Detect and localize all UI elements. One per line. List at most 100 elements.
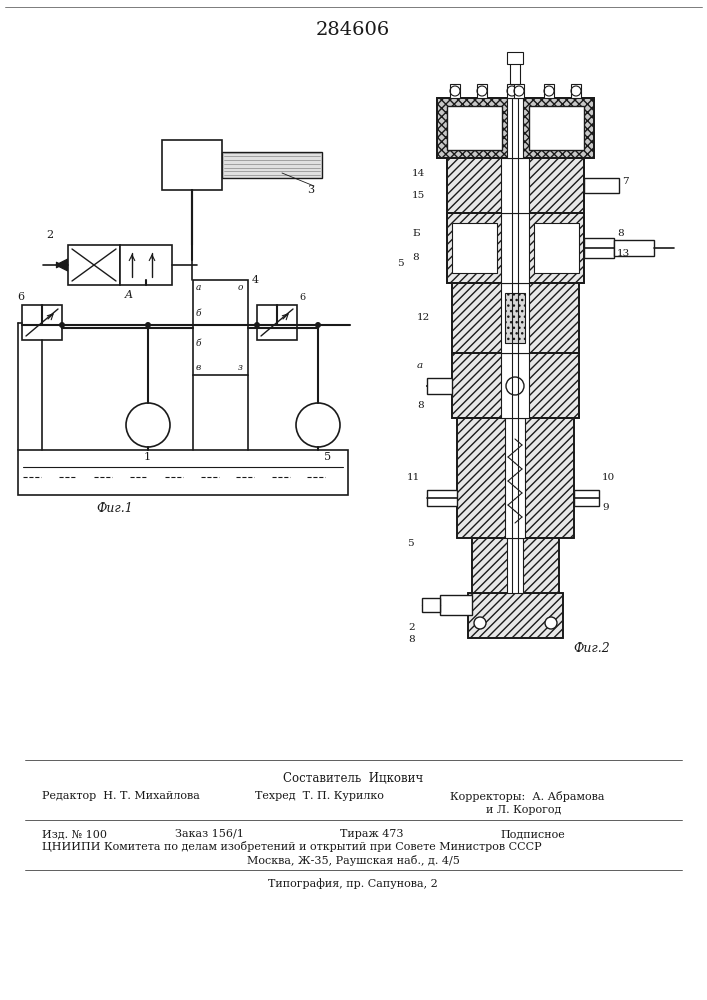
- Text: 7: 7: [622, 176, 629, 186]
- Bar: [450, 84, 460, 98]
- Text: 284606: 284606: [316, 21, 390, 39]
- Bar: [68, 245, 120, 285]
- Text: 8: 8: [417, 401, 423, 410]
- Circle shape: [59, 322, 65, 328]
- Bar: [477, 84, 487, 98]
- Bar: [120, 245, 172, 285]
- Text: 14: 14: [412, 169, 425, 178]
- Text: o: o: [238, 284, 243, 292]
- Polygon shape: [136, 417, 160, 433]
- Text: 10: 10: [602, 474, 615, 483]
- Text: 8: 8: [408, 636, 414, 645]
- Text: Изд. № 100: Изд. № 100: [42, 829, 107, 839]
- Text: Составитель  Ицкович: Составитель Ицкович: [283, 772, 423, 784]
- Bar: [472, 538, 559, 593]
- Circle shape: [126, 403, 170, 447]
- Circle shape: [545, 617, 557, 629]
- Text: Техред  Т. П. Курилко: Техред Т. П. Курилко: [255, 791, 384, 801]
- Bar: [534, 223, 579, 273]
- Bar: [507, 84, 517, 98]
- Text: 5: 5: [397, 258, 404, 267]
- Text: Типография, пр. Сапунова, 2: Типография, пр. Сапунова, 2: [268, 879, 438, 889]
- Bar: [571, 84, 581, 98]
- Text: 8: 8: [617, 229, 624, 237]
- Bar: [437, 98, 594, 158]
- Bar: [584, 238, 614, 258]
- Text: в: в: [196, 362, 201, 371]
- Text: Фиг.1: Фиг.1: [97, 502, 134, 514]
- Bar: [447, 158, 584, 213]
- Bar: [452, 283, 579, 353]
- Text: ЦНИИПИ Комитета по делам изобретений и открытий при Совете Министров СССР: ЦНИИПИ Комитета по делам изобретений и о…: [42, 842, 542, 852]
- Bar: [457, 418, 574, 538]
- Bar: [507, 538, 523, 593]
- Bar: [505, 293, 525, 343]
- Bar: [452, 353, 579, 418]
- Bar: [507, 98, 523, 158]
- Bar: [447, 158, 584, 213]
- Bar: [452, 353, 579, 418]
- Bar: [222, 152, 322, 178]
- Bar: [501, 158, 529, 213]
- Bar: [529, 106, 584, 150]
- Text: 3: 3: [307, 185, 314, 195]
- Bar: [18, 450, 348, 495]
- Text: Корректоры:  А. Абрамова: Корректоры: А. Абрамова: [450, 790, 604, 802]
- Bar: [427, 378, 452, 394]
- Bar: [422, 598, 440, 612]
- Bar: [447, 213, 584, 283]
- Bar: [501, 213, 529, 283]
- Bar: [501, 283, 529, 353]
- Bar: [544, 84, 554, 98]
- Text: 12: 12: [417, 314, 431, 322]
- Bar: [452, 223, 497, 273]
- Text: з: з: [238, 362, 243, 371]
- Polygon shape: [306, 417, 330, 433]
- Bar: [510, 54, 520, 84]
- Text: б: б: [196, 308, 201, 318]
- Text: 1: 1: [144, 452, 151, 462]
- Text: 9: 9: [602, 504, 609, 512]
- Text: Редактор  Н. Т. Михайлова: Редактор Н. Т. Михайлова: [42, 791, 200, 801]
- Bar: [457, 418, 574, 538]
- Bar: [505, 418, 525, 538]
- Bar: [193, 280, 248, 375]
- Text: 11: 11: [407, 474, 420, 483]
- Circle shape: [506, 377, 524, 395]
- Circle shape: [474, 617, 486, 629]
- Bar: [614, 240, 654, 256]
- Text: Фиг.2: Фиг.2: [573, 642, 610, 654]
- Bar: [574, 490, 599, 506]
- Text: 2: 2: [408, 622, 414, 632]
- Bar: [427, 490, 457, 506]
- Text: 8: 8: [412, 253, 419, 262]
- Bar: [440, 595, 472, 615]
- Bar: [162, 140, 222, 190]
- Text: 2: 2: [46, 230, 53, 240]
- Text: 6: 6: [299, 292, 305, 302]
- Bar: [452, 283, 579, 353]
- Bar: [507, 52, 523, 64]
- Bar: [584, 178, 619, 193]
- Text: 13: 13: [617, 248, 630, 257]
- Bar: [437, 98, 594, 158]
- Circle shape: [254, 322, 260, 328]
- Bar: [501, 353, 529, 418]
- Text: Б: Б: [412, 229, 420, 237]
- Text: Тираж 473: Тираж 473: [340, 829, 404, 839]
- Text: 6: 6: [17, 292, 24, 302]
- Text: Подписное: Подписное: [500, 829, 565, 839]
- Bar: [447, 213, 584, 283]
- Bar: [468, 593, 563, 638]
- Bar: [468, 593, 563, 638]
- Bar: [447, 106, 502, 150]
- Text: a: a: [417, 361, 423, 370]
- Text: 5: 5: [324, 452, 331, 462]
- Text: 5: 5: [407, 538, 414, 548]
- Text: a: a: [196, 284, 201, 292]
- Circle shape: [145, 322, 151, 328]
- Circle shape: [315, 322, 321, 328]
- Bar: [472, 538, 559, 593]
- Text: и Л. Корогод: и Л. Корогод: [486, 805, 561, 815]
- Bar: [514, 84, 524, 98]
